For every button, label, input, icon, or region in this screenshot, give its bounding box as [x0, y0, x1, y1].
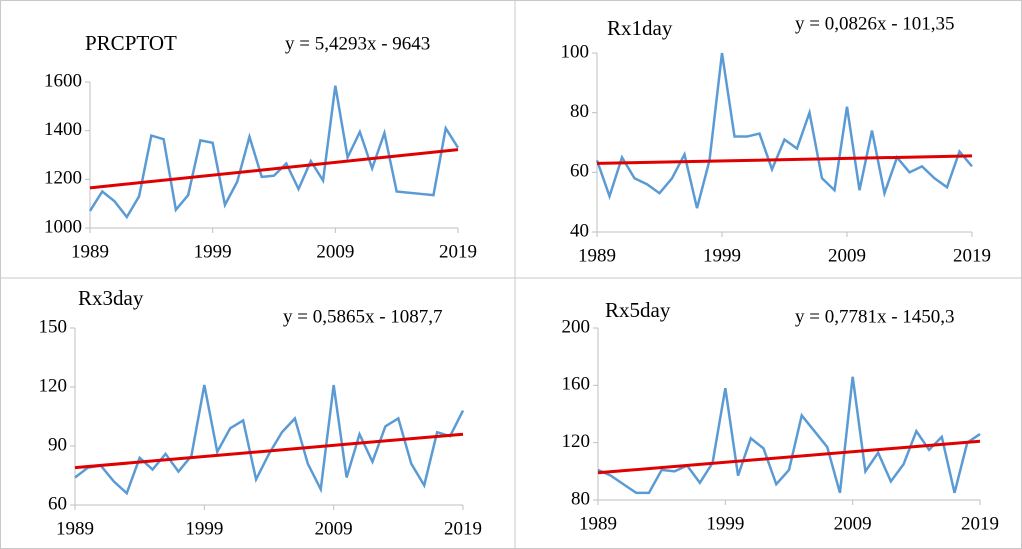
- y-tick-label: 1200: [44, 168, 82, 189]
- trend-line: [596, 154, 973, 165]
- trend-line: [597, 439, 981, 475]
- data-line: [597, 376, 981, 495]
- trend-line: [89, 148, 459, 190]
- chart-title: Rx3day: [78, 286, 144, 310]
- chart-title: Rx1day: [607, 16, 673, 40]
- y-tick-label: 1600: [44, 70, 82, 91]
- x-tick-label: 1989: [56, 518, 94, 539]
- x-tick-label: 2009: [834, 513, 872, 534]
- equation: y = 0,0826x - 101,35: [795, 13, 955, 34]
- data-line: [88, 85, 460, 220]
- x-tick-label: 1989: [71, 241, 109, 262]
- x-tick-label: 1999: [185, 518, 223, 539]
- x-tick-label: 2019: [953, 245, 991, 266]
- x-tick-label: 2009: [828, 245, 866, 266]
- y-tick-label: 160: [562, 374, 591, 395]
- y-tick-label: 1400: [44, 119, 82, 140]
- x-tick-label: 1999: [706, 513, 744, 534]
- equation: y = 0,7781x - 1450,3: [795, 306, 955, 327]
- trend-line: [74, 432, 464, 470]
- y-tick-label: 90: [48, 434, 67, 455]
- x-tick-label: 2019: [439, 241, 477, 262]
- y-tick-label: 40: [570, 220, 589, 241]
- y-tick-label: 120: [39, 375, 68, 396]
- x-tick-label: 2009: [316, 241, 354, 262]
- equation: y = 0,5865x - 1087,7: [283, 306, 443, 327]
- x-tick-label: 2019: [444, 518, 482, 539]
- x-tick-label: 1999: [194, 241, 232, 262]
- data-line: [74, 384, 465, 496]
- x-tick-label: 2019: [961, 513, 999, 534]
- equation: y = 5,4293x - 9643: [285, 33, 430, 54]
- x-tick-label: 1989: [579, 513, 617, 534]
- chart-title: PRCPTOT: [85, 31, 177, 55]
- chart-title: Rx5day: [605, 298, 671, 322]
- y-tick-label: 100: [561, 41, 590, 62]
- y-tick-label: 1000: [44, 216, 82, 237]
- x-tick-label: 2009: [315, 518, 353, 539]
- y-tick-label: 60: [48, 493, 67, 514]
- x-tick-label: 1999: [703, 245, 741, 266]
- y-tick-label: 150: [39, 316, 68, 337]
- y-tick-label: 120: [562, 431, 591, 452]
- y-tick-label: 80: [570, 101, 589, 122]
- y-tick-label: 80: [571, 488, 590, 509]
- x-tick-label: 1989: [578, 245, 616, 266]
- y-tick-label: 200: [562, 316, 591, 337]
- data-line: [595, 52, 973, 209]
- y-tick-label: 60: [570, 161, 589, 182]
